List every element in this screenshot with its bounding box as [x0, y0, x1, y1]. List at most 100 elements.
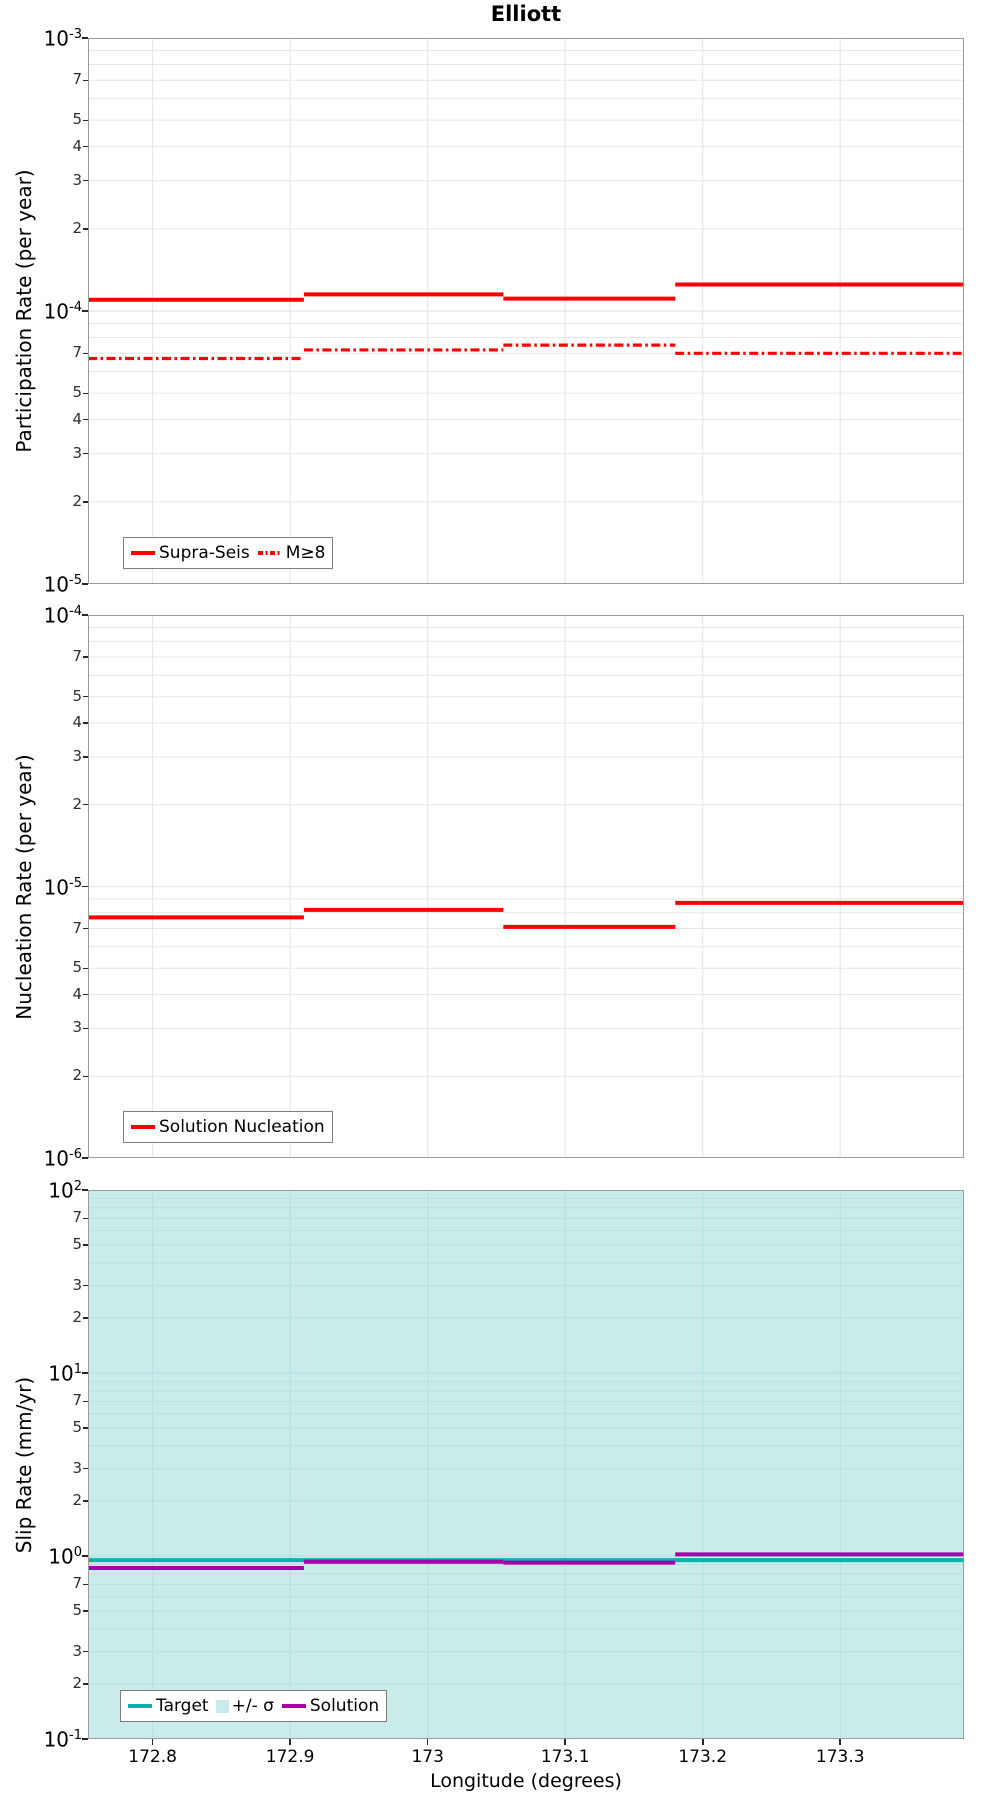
y-tick-mark — [83, 392, 88, 394]
legend-participation: Supra-Seis M≥8 — [123, 537, 334, 569]
y-tick-mark — [83, 993, 88, 996]
y-tick-label: 102 — [48, 1178, 82, 1203]
y-tick-label-minor: 3 — [72, 170, 82, 189]
y-tick-mark — [83, 453, 88, 455]
x-tick-mark — [701, 1739, 704, 1745]
sigma-band — [88, 1190, 964, 1739]
y-tick-mark — [83, 501, 88, 503]
y-tick-mark — [83, 180, 88, 182]
nucleation-panel-border — [88, 615, 964, 1158]
y-tick-label-minor: 2 — [72, 1307, 82, 1326]
y-tick-mark — [83, 79, 88, 81]
y-tick-mark — [82, 1372, 88, 1374]
slip-rate-panel-border — [88, 1190, 964, 1739]
legend-swatch-supra-seis — [131, 551, 155, 555]
y-tick-mark — [83, 119, 88, 121]
y-tick-label: 10-4 — [43, 603, 82, 628]
y-tick-label-minor: 2 — [72, 794, 82, 813]
x-tick-mark — [839, 1739, 842, 1745]
y-tick-mark — [83, 1400, 88, 1403]
legend-label: Target — [156, 1696, 209, 1716]
y-tick-label-minor: 5 — [72, 1418, 82, 1437]
y-tick-label-minor: 4 — [72, 409, 82, 428]
legend-label: Solution — [309, 1696, 380, 1716]
y-tick-mark — [83, 1610, 88, 1612]
y-tick-mark — [83, 1651, 88, 1653]
y-tick-label-minor: 3 — [72, 443, 82, 462]
x-axis-title: Longitude (degrees) — [430, 1770, 622, 1792]
y-tick-mark — [83, 927, 88, 930]
y-tick-label-minor: 3 — [72, 1641, 82, 1660]
y-tick-label-minor: 2 — [72, 491, 82, 510]
y-tick-mark — [82, 1555, 88, 1557]
y-tick-mark — [82, 614, 88, 616]
y-tick-mark — [83, 419, 88, 421]
y-tick-mark — [83, 1027, 88, 1030]
y-tick-label-minor: 7 — [72, 70, 82, 89]
slip-rate-plot-area — [88, 1190, 964, 1739]
chart-title: Elliott — [490, 2, 562, 26]
participation-panel-border — [88, 38, 964, 584]
y-tick-mark — [82, 885, 88, 888]
y-tick-mark — [82, 310, 88, 312]
y-axis-title-slip-rate: Slip Rate (mm/yr) — [12, 1376, 36, 1553]
nucleation-svg — [88, 615, 964, 1158]
x-tick-mark — [289, 1739, 291, 1745]
y-tick-mark — [83, 804, 88, 806]
y-tick-mark — [83, 1683, 88, 1685]
y-tick-label-minor: 2 — [72, 1673, 82, 1692]
y-tick-label-minor: 5 — [72, 958, 82, 977]
y-tick-mark — [83, 967, 88, 969]
y-tick-mark — [83, 656, 88, 658]
y-tick-label-minor: 3 — [72, 1275, 82, 1294]
y-tick-mark — [83, 756, 88, 758]
legend-label: Solution Nucleation — [159, 1117, 325, 1137]
y-tick-label-minor: 3 — [72, 1458, 82, 1477]
y-tick-mark — [83, 146, 88, 148]
y-tick-label: 10-5 — [43, 875, 82, 900]
y-tick-label-minor: 7 — [72, 1574, 82, 1593]
y-tick-label-minor: 4 — [72, 136, 82, 155]
x-tick-label: 173 — [411, 1747, 444, 1767]
y-tick-label-minor: 4 — [72, 713, 82, 732]
legend-swatch-m-ge-8 — [257, 551, 282, 555]
y-tick-mark — [83, 1468, 88, 1470]
participation-svg — [88, 38, 964, 584]
y-tick-mark — [83, 1427, 88, 1429]
y-tick-mark — [83, 1244, 88, 1246]
y-tick-label-minor: 7 — [72, 343, 82, 362]
x-tick-label: 173.1 — [540, 1747, 590, 1767]
y-tick-mark — [83, 722, 88, 724]
nucleation-plot-area — [88, 615, 964, 1158]
y-tick-mark — [82, 1738, 88, 1740]
y-tick-label: 101 — [48, 1361, 82, 1386]
y-tick-label-minor: 5 — [72, 1601, 82, 1620]
legend-entry-solution: Solution — [281, 1696, 379, 1716]
legend-entry-sigma-band: +/- σ — [215, 1696, 274, 1716]
legend-slip-rate: Target +/- σ Solution — [120, 1690, 388, 1722]
legend-entry-supra-seis: Supra-Seis — [130, 543, 250, 563]
y-tick-label-minor: 7 — [72, 1391, 82, 1410]
y-tick-label-minor: 5 — [72, 110, 82, 129]
y-tick-label: 10-5 — [43, 572, 82, 597]
y-tick-mark — [83, 1285, 88, 1287]
y-tick-label: 10-6 — [43, 1146, 82, 1171]
y-tick-mark — [82, 37, 88, 39]
x-tick-label: 173.3 — [815, 1747, 865, 1767]
legend-swatch-target — [128, 1704, 152, 1708]
y-tick-label-minor: 4 — [72, 984, 82, 1003]
y-tick-mark — [83, 1217, 88, 1220]
y-tick-mark — [83, 1075, 88, 1077]
y-tick-label-minor: 5 — [72, 1235, 82, 1254]
x-tick-label: 172.8 — [128, 1747, 177, 1767]
y-tick-label-minor: 7 — [72, 1208, 82, 1227]
y-tick-mark — [82, 1157, 88, 1159]
slip-rate-svg — [88, 1190, 964, 1739]
y-tick-label-minor: 7 — [72, 918, 82, 937]
y-tick-mark — [83, 352, 88, 354]
y-tick-label-minor: 3 — [72, 746, 82, 765]
y-tick-mark — [82, 1189, 88, 1191]
y-tick-mark — [82, 583, 88, 585]
legend-entry-solution-nucleation: Solution Nucleation — [130, 1117, 325, 1137]
legend-label: Supra-Seis — [159, 543, 250, 563]
